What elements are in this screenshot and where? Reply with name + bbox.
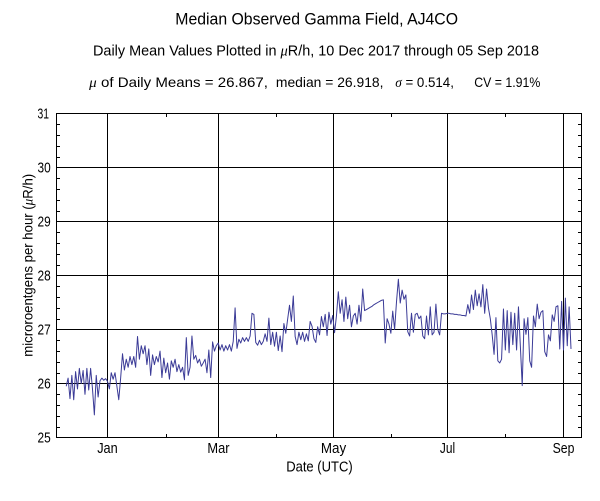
svg-text:Date (UTC): Date (UTC) xyxy=(286,460,353,476)
svg-text:31: 31 xyxy=(38,107,50,123)
svg-text:Sep: Sep xyxy=(553,441,575,457)
svg-text:Jul: Jul xyxy=(440,441,455,457)
svg-text:microroentgens per hour (μR/h): microroentgens per hour (μR/h) xyxy=(20,174,37,357)
svg-text:Jan: Jan xyxy=(97,441,118,457)
svg-text:30: 30 xyxy=(38,161,51,177)
svg-text:Median Observed Gamma Field, A: Median Observed Gamma Field, AJ4CO xyxy=(175,11,458,29)
svg-text:27: 27 xyxy=(38,323,51,339)
svg-text:σ = 0.514,: σ = 0.514, xyxy=(395,75,454,90)
svg-text:25: 25 xyxy=(38,431,51,447)
svg-text:CV = 1.91%: CV = 1.91% xyxy=(474,75,540,90)
svg-text:Mar: Mar xyxy=(207,441,229,457)
svg-text:28: 28 xyxy=(38,269,51,285)
svg-text:Daily Mean Values Plotted in μ: Daily Mean Values Plotted in μR/h, 10 De… xyxy=(93,44,539,60)
svg-text:median = 26.918,: median = 26.918, xyxy=(276,75,384,90)
svg-text:May: May xyxy=(321,441,347,457)
svg-text:26: 26 xyxy=(38,377,51,393)
svg-text:29: 29 xyxy=(38,215,51,231)
svg-text:μ of Daily Means = 26.867,: μ of Daily Means = 26.867, xyxy=(88,75,268,90)
